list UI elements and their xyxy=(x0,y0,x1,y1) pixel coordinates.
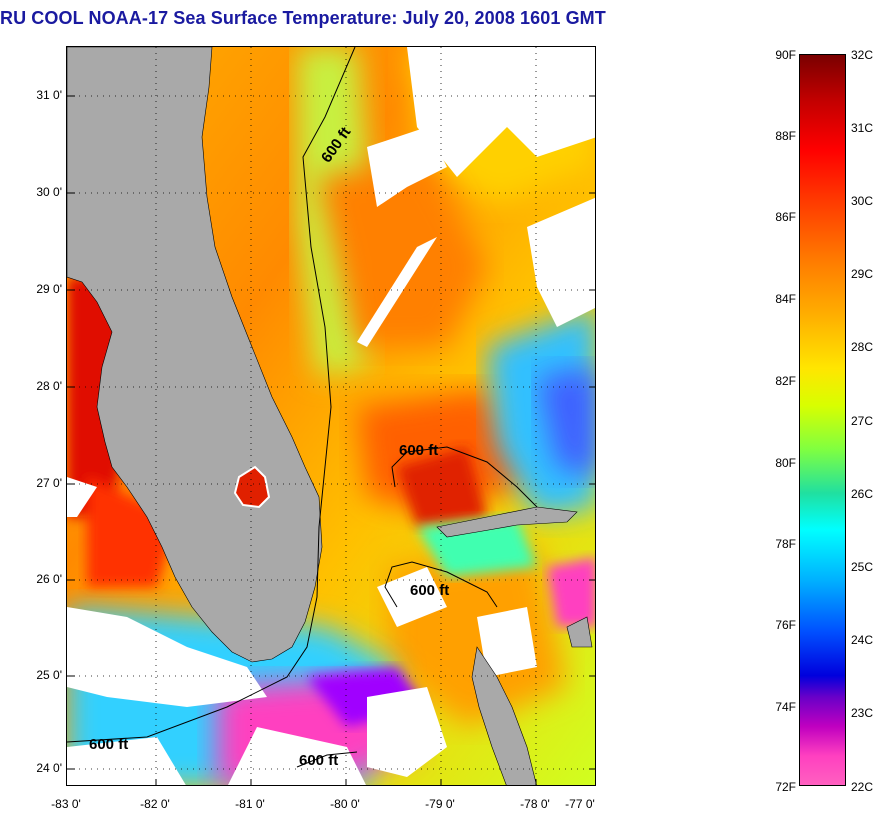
graticule xyxy=(67,47,595,785)
colorbar-f-label: 78F xyxy=(775,537,796,551)
colorbar-f-label: 90F xyxy=(775,48,796,62)
x-tick-label: -82 0' xyxy=(140,797,170,811)
colorbar-f-label: 74F xyxy=(775,700,796,714)
isobath-lines xyxy=(67,47,538,768)
isobath-label-grand-bahama: 600 ft xyxy=(399,442,438,459)
x-tick-label: -81 0' xyxy=(235,797,265,811)
colorbar-f-label: 88F xyxy=(775,129,796,143)
x-tick-label: -80 0' xyxy=(330,797,360,811)
colorbar-c-label: 30C xyxy=(851,194,874,208)
y-tick-label: 27 0' xyxy=(36,476,62,490)
sst-map: 600 ft 600 ft 600 ft 600 ft 600 ft xyxy=(66,46,596,786)
y-tick-label: 26 0' xyxy=(36,572,62,586)
florida-land xyxy=(67,47,323,663)
colorbar xyxy=(799,54,846,786)
x-tick-label: -79 0' xyxy=(425,797,455,811)
colorbar-f-label: 84F xyxy=(775,292,796,306)
isobath-label-south: 600 ft xyxy=(299,752,338,769)
colorbar-f-label: 86F xyxy=(775,210,796,224)
colorbar-c-label: 25C xyxy=(851,560,874,574)
isobath-label-abaco: 600 ft xyxy=(410,582,449,599)
colorbar-c-label: 32C xyxy=(851,48,874,62)
x-tick-label: -78 0' xyxy=(520,797,550,811)
y-tick-label: 31 0' xyxy=(36,88,62,102)
y-tick-label: 30 0' xyxy=(36,185,62,199)
colorbar-c-label: 31C xyxy=(851,121,874,135)
lake-okeechobee xyxy=(233,465,271,509)
colorbar-f-label: 82F xyxy=(775,374,796,388)
colorbar-c-label: 24C xyxy=(851,633,874,647)
y-tick-label: 29 0' xyxy=(36,282,62,296)
x-tick-label: -77 0' xyxy=(565,797,595,811)
colorbar-c-label: 22C xyxy=(851,780,874,794)
colorbar-c-label: 27C xyxy=(851,414,874,428)
page-title: RU COOL NOAA-17 Sea Surface Temperature:… xyxy=(0,8,606,28)
colorbar-c-label: 23C xyxy=(851,706,874,720)
axis-ticks xyxy=(67,95,595,785)
y-tick-label: 25 0' xyxy=(36,668,62,682)
colorbar-c-label: 28C xyxy=(851,340,874,354)
y-tick-label: 24 0' xyxy=(36,761,62,775)
bahamas-land xyxy=(436,506,593,785)
isobath-label-keys: 600 ft xyxy=(89,736,128,753)
colorbar-f-label: 76F xyxy=(775,618,796,632)
colorbar-c-label: 29C xyxy=(851,267,874,281)
y-tick-label: 28 0' xyxy=(36,379,62,393)
sst-map-canvas: 600 ft 600 ft 600 ft 600 ft 600 ft xyxy=(67,47,595,785)
x-tick-label: -83 0' xyxy=(51,797,81,811)
colorbar-f-label: 72F xyxy=(775,780,796,794)
colorbar-c-label: 26C xyxy=(851,487,874,501)
colorbar-f-label: 80F xyxy=(775,456,796,470)
